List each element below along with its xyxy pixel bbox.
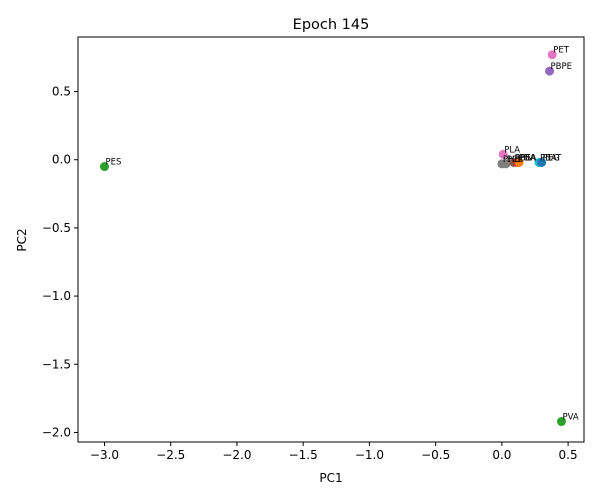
y-axis-label: PC2 xyxy=(15,228,29,251)
point-pes xyxy=(99,162,109,172)
point-label-pbpe: PBPE xyxy=(551,62,572,72)
point-label-pea: PEA xyxy=(520,153,536,163)
point-label-pba: PBA xyxy=(519,153,536,163)
x-tick-label: −0.5 xyxy=(421,448,450,462)
point-pva xyxy=(556,417,566,427)
point-label-phb: PHB xyxy=(503,155,521,165)
x-tick-label: −1.5 xyxy=(289,448,318,462)
point-pbpe xyxy=(545,66,555,76)
y-tick-label: 0.5 xyxy=(52,85,71,99)
point-label-pcl: PCL xyxy=(507,155,523,165)
x-tick-label: 0.0 xyxy=(492,448,511,462)
point-label-pla: PLA xyxy=(504,145,520,155)
x-tick-label: −2.0 xyxy=(222,448,251,462)
y-tick-label: −1.5 xyxy=(42,357,71,371)
x-axis: −3.0 −2.5 −2.0 −1.5 −1.0 −0.5 0.0 0.5 xyxy=(90,442,578,462)
x-tick-label: −1.0 xyxy=(355,448,384,462)
point-label-peg: PEG xyxy=(543,153,560,163)
chart-title: Epoch 145 xyxy=(293,17,370,33)
point-label-pbat: PBAT xyxy=(540,153,562,163)
point-pea xyxy=(514,157,524,167)
y-tick-label: 0.0 xyxy=(52,153,71,167)
point-pla xyxy=(498,149,508,159)
y-tick-label: −0.5 xyxy=(42,221,71,235)
x-tick-label: −3.0 xyxy=(90,448,119,462)
point-label-pva: PVA xyxy=(562,413,578,423)
x-axis-label: PC1 xyxy=(319,471,342,485)
y-tick-label: −1.0 xyxy=(42,289,71,303)
point-peg xyxy=(537,157,547,167)
data-points xyxy=(99,50,566,427)
plot-frame xyxy=(77,36,585,443)
x-tick-label: −2.5 xyxy=(156,448,185,462)
point-label-pes: PES xyxy=(105,158,121,168)
point-pet xyxy=(547,50,557,60)
y-tick-label: −2.0 xyxy=(42,425,71,439)
point-label-pbs: PBS xyxy=(515,153,531,163)
point-pcl xyxy=(501,159,511,169)
y-axis: 0.5 0.0 −0.5 −1.0 −1.5 −2.0 xyxy=(42,85,78,439)
point-label-pet: PET xyxy=(553,46,569,56)
x-tick-label: 0.5 xyxy=(559,448,578,462)
